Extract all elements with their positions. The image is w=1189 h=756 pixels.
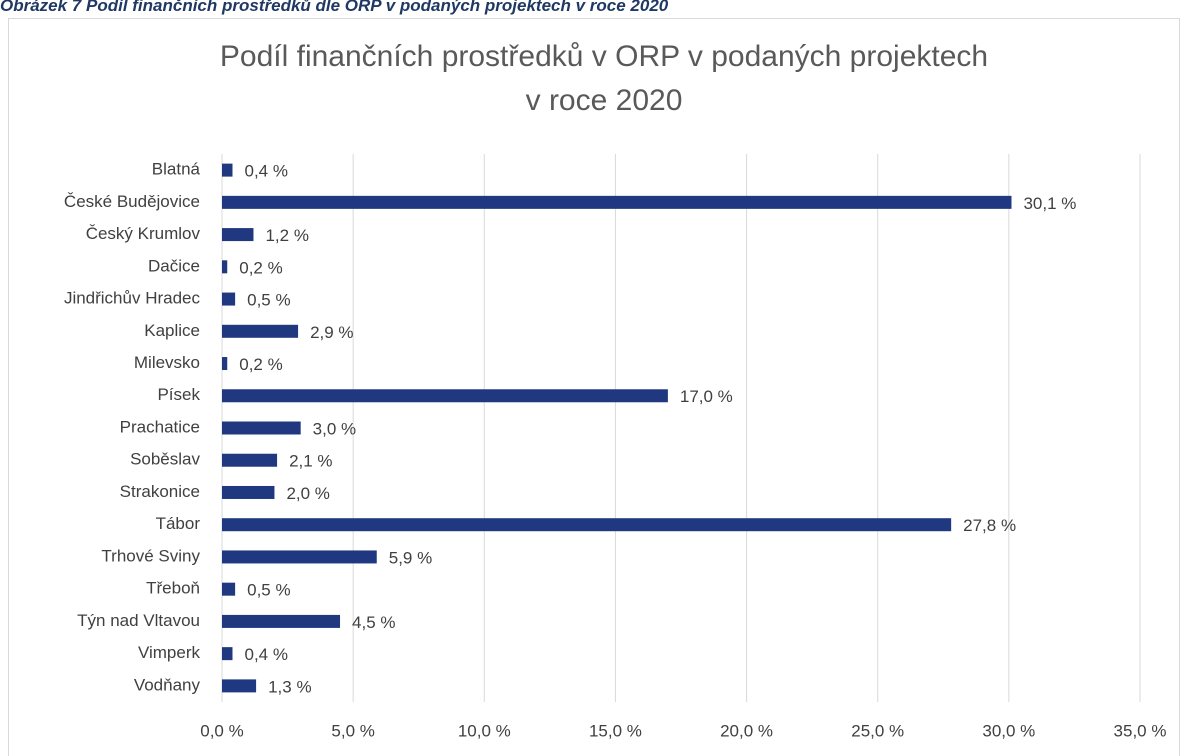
- bar: [222, 389, 668, 403]
- y-tick-label: Vodňany: [134, 675, 201, 694]
- bar: [222, 647, 233, 661]
- y-tick-label: Tábor: [156, 514, 201, 533]
- y-tick-label: Prachatice: [120, 417, 200, 436]
- y-tick-label: Blatná: [152, 160, 201, 179]
- y-tick-label: Soběslav: [130, 450, 200, 469]
- data-label: 2,9 %: [310, 323, 353, 342]
- chart-title: v roce 2020: [526, 84, 683, 117]
- bar: [222, 163, 233, 177]
- y-tick-label: Trhové Sviny: [101, 546, 200, 565]
- bar: [222, 485, 275, 499]
- data-label: 27,8 %: [963, 516, 1016, 535]
- y-tick-label: Dačice: [148, 256, 200, 275]
- x-tick-label: 0,0 %: [200, 721, 243, 740]
- y-tick-label: Jindřichův Hradec: [64, 289, 201, 308]
- x-tick-label: 30,0 %: [982, 721, 1035, 740]
- bar: [222, 357, 228, 371]
- bar: [222, 582, 236, 596]
- x-tick-label: 10,0 %: [458, 721, 511, 740]
- bar: [222, 453, 278, 467]
- data-label: 17,0 %: [680, 387, 733, 406]
- bar: [222, 679, 257, 693]
- data-label: 3,0 %: [313, 419, 356, 438]
- data-label: 5,9 %: [389, 548, 432, 567]
- bar: [222, 228, 254, 242]
- data-label: 0,4 %: [244, 162, 287, 181]
- chart-frame: [8, 18, 1180, 756]
- bar: [222, 260, 228, 274]
- data-label: 4,5 %: [352, 613, 395, 632]
- bar: [222, 292, 236, 306]
- bar: [222, 550, 377, 564]
- data-label: 0,2 %: [239, 355, 282, 374]
- y-tick-label: Vimperk: [138, 643, 201, 662]
- bar: [222, 324, 299, 338]
- bar: [222, 518, 952, 532]
- x-tick-label: 25,0 %: [851, 721, 904, 740]
- data-label: 1,3 %: [268, 677, 311, 696]
- y-tick-label: České Budějovice: [64, 192, 200, 211]
- caption: Obrázek 7 Podíl finančních prostředků dl…: [0, 0, 669, 15]
- bar: [222, 421, 301, 435]
- y-tick-label: Kaplice: [144, 321, 200, 340]
- bar: [222, 195, 1012, 209]
- chart-title: Podíl finančních prostředků v ORP v poda…: [220, 40, 988, 73]
- data-label: 0,5 %: [247, 581, 290, 600]
- data-label: 0,2 %: [239, 258, 282, 277]
- data-label: 0,5 %: [247, 291, 290, 310]
- y-tick-label: Strakonice: [120, 482, 200, 501]
- y-tick-label: Český Krumlov: [86, 224, 201, 243]
- data-label: 2,0 %: [286, 484, 329, 503]
- data-label: 30,1 %: [1023, 194, 1076, 213]
- data-label: 2,1 %: [289, 452, 332, 471]
- x-tick-label: 15,0 %: [589, 721, 642, 740]
- x-tick-label: 35,0 %: [1114, 721, 1167, 740]
- y-tick-label: Třeboň: [146, 579, 200, 598]
- data-label: 0,4 %: [244, 645, 287, 664]
- y-tick-label: Milevsko: [134, 353, 200, 372]
- bar: [222, 614, 341, 628]
- data-label: 1,2 %: [265, 226, 308, 245]
- x-tick-label: 5,0 %: [331, 721, 374, 740]
- x-tick-label: 20,0 %: [720, 721, 773, 740]
- y-tick-label: Týn nad Vltavou: [77, 611, 200, 630]
- y-tick-label: Písek: [157, 385, 200, 404]
